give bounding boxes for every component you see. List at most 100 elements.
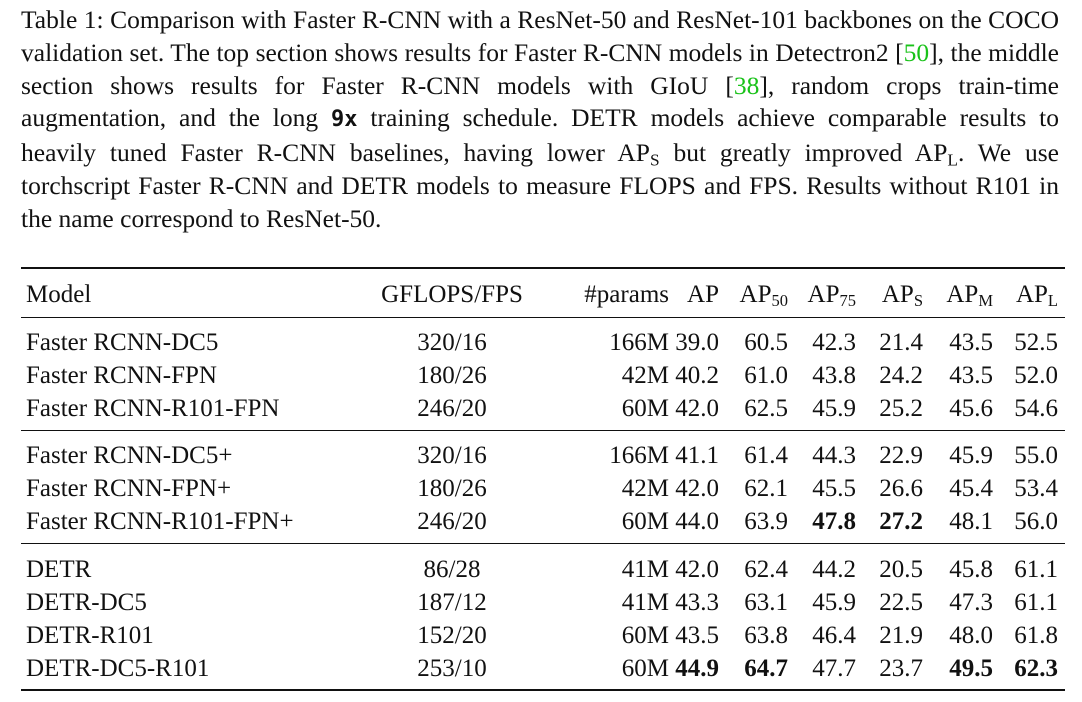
table-header-row: Model GFLOPS/FPS #params AP AP50 AP75 AP… bbox=[21, 279, 1065, 311]
cell-ap50: 64.7 bbox=[744, 655, 788, 682]
cell-aps: 22.9 bbox=[879, 442, 923, 469]
cell-apm: 45.4 bbox=[949, 475, 993, 502]
cell-gf: 246/20 bbox=[417, 395, 487, 422]
header-gflops-fps: GFLOPS/FPS bbox=[381, 281, 523, 308]
cell-apl: 56.0 bbox=[1014, 508, 1058, 535]
cell-params: 41M bbox=[621, 589, 669, 616]
cell-gf: 86/28 bbox=[423, 556, 481, 583]
caption-text-3: ], random crops train-time augmentation,… bbox=[21, 70, 1059, 133]
cell-ap75: 45.5 bbox=[812, 475, 856, 502]
cell-gf: 253/10 bbox=[417, 655, 487, 682]
cell-ap50: 60.5 bbox=[744, 329, 788, 356]
cell-ap50: 62.5 bbox=[744, 395, 788, 422]
cell-gf: 246/20 bbox=[417, 508, 487, 535]
table-row: Faster RCNN-DC5+ 320/16 166M 41.1 61.4 44.3 22… bbox=[21, 440, 1065, 472]
subscript-l: L bbox=[947, 150, 958, 170]
cell-gf: 180/26 bbox=[417, 362, 487, 389]
cell-ap: 42.0 bbox=[675, 475, 719, 502]
table-row: Faster RCNN-FPN 180/26 42M 40.2 61.0 43.8 24.2… bbox=[21, 360, 1065, 392]
cell-ap75: 44.3 bbox=[812, 442, 856, 469]
cell-aps: 21.4 bbox=[879, 329, 923, 356]
cell-ap75: 47.8 bbox=[812, 508, 856, 535]
cell-ap: 39.0 bbox=[675, 329, 719, 356]
caption-text-5: but greatly improved AP bbox=[659, 138, 948, 168]
subscript-s: S bbox=[649, 150, 660, 170]
cell-apm: 43.5 bbox=[949, 329, 993, 356]
table-row: DETR-R101 152/20 60M 43.5 63.8 46.4 21.9 48.0 61… bbox=[21, 620, 1065, 652]
cell-model: Faster RCNN-FPN+ bbox=[26, 475, 232, 502]
cell-ap75: 47.7 bbox=[812, 655, 856, 682]
caption-text-2: ], the middle section shows results for … bbox=[21, 37, 1060, 100]
cell-ap50: 62.4 bbox=[744, 556, 788, 583]
cell-gf: 180/26 bbox=[417, 475, 487, 502]
table-row: Faster RCNN-R101-FPN+ 246/20 60M 44.0 63.9 47… bbox=[21, 506, 1065, 538]
cell-apm: 43.5 bbox=[949, 362, 993, 389]
cell-model: DETR-R101 bbox=[26, 622, 154, 649]
cell-ap: 42.0 bbox=[675, 556, 719, 583]
cell-apl: 61.1 bbox=[1014, 589, 1058, 616]
cell-model: Faster RCNN-DC5+ bbox=[26, 442, 233, 469]
cell-model: Faster RCNN-R101-FPN+ bbox=[26, 508, 294, 535]
header-ap50: AP50 bbox=[739, 281, 788, 311]
citation-link-50[interactable]: 50 bbox=[903, 37, 930, 67]
cell-ap50: 61.0 bbox=[744, 362, 788, 389]
cell-params: 42M bbox=[621, 475, 669, 502]
cell-apl: 52.5 bbox=[1014, 329, 1058, 356]
cell-params: 166M bbox=[609, 442, 669, 469]
cell-params: 166M bbox=[609, 329, 669, 356]
cell-model: Faster RCNN-DC5 bbox=[26, 329, 219, 356]
header-rule bbox=[21, 317, 1065, 318]
cell-params: 60M bbox=[621, 395, 669, 422]
cell-ap50: 63.1 bbox=[744, 589, 788, 616]
cell-apm: 45.9 bbox=[949, 442, 993, 469]
cell-model: Faster RCNN-R101-FPN bbox=[26, 395, 280, 422]
cell-aps: 20.5 bbox=[879, 556, 923, 583]
cell-ap75: 45.9 bbox=[812, 589, 856, 616]
cell-ap50: 62.1 bbox=[744, 475, 788, 502]
cell-apl: 54.6 bbox=[1014, 395, 1058, 422]
cell-apm: 49.5 bbox=[949, 655, 993, 682]
citation-link-38[interactable]: 38 bbox=[733, 70, 760, 100]
cell-aps: 25.2 bbox=[879, 395, 923, 422]
cell-apl: 52.0 bbox=[1014, 362, 1058, 389]
cell-apm: 48.1 bbox=[949, 508, 993, 535]
caption-text-6: . We use torchscript Faster R-CNN and DE… bbox=[21, 138, 1059, 233]
table-top-rule bbox=[21, 267, 1065, 269]
cell-ap: 44.9 bbox=[675, 655, 719, 682]
table-row: Faster RCNN-R101-FPN 246/20 60M 42.0 62.5 45.… bbox=[21, 393, 1065, 425]
cell-apm: 48.0 bbox=[949, 622, 993, 649]
cell-aps: 23.7 bbox=[879, 655, 923, 682]
cell-aps: 27.2 bbox=[879, 508, 923, 535]
cell-apl: 53.4 bbox=[1014, 475, 1058, 502]
cell-ap: 44.0 bbox=[675, 508, 719, 535]
cell-ap: 43.3 bbox=[675, 589, 719, 616]
table-caption: Table 1: Comparison with Faster R-CNN wi… bbox=[21, 4, 1059, 236]
cell-ap50: 61.4 bbox=[744, 442, 788, 469]
cell-ap50: 63.8 bbox=[744, 622, 788, 649]
section-rule-1 bbox=[21, 430, 1065, 431]
cell-ap: 43.5 bbox=[675, 622, 719, 649]
schedule-code: 9x bbox=[331, 107, 358, 133]
cell-apl: 62.3 bbox=[1014, 655, 1058, 682]
cell-ap75: 45.9 bbox=[812, 395, 856, 422]
cell-aps: 22.5 bbox=[879, 589, 923, 616]
cell-model: DETR-DC5 bbox=[26, 589, 147, 616]
header-aps: APS bbox=[881, 281, 923, 311]
cell-aps: 26.6 bbox=[879, 475, 923, 502]
table-row: DETR-DC5-R101 253/10 60M 44.9 64.7 47.7 23.7 49… bbox=[21, 653, 1065, 685]
section-rule-2 bbox=[21, 543, 1065, 544]
table-row: Faster RCNN-FPN+ 180/26 42M 42.0 62.1 45.5 26.… bbox=[21, 473, 1065, 505]
cell-params: 60M bbox=[621, 655, 669, 682]
cell-gf: 187/12 bbox=[417, 589, 487, 616]
header-ap75: AP75 bbox=[807, 281, 856, 311]
cell-ap50: 63.9 bbox=[744, 508, 788, 535]
header-ap: AP bbox=[687, 281, 719, 308]
cell-model: DETR bbox=[26, 556, 92, 583]
cell-params: 42M bbox=[621, 362, 669, 389]
cell-ap: 41.1 bbox=[675, 442, 719, 469]
cell-ap75: 44.2 bbox=[812, 556, 856, 583]
cell-model: Faster RCNN-FPN bbox=[26, 362, 217, 389]
cell-apm: 47.3 bbox=[949, 589, 993, 616]
cell-aps: 21.9 bbox=[879, 622, 923, 649]
cell-gf: 152/20 bbox=[417, 622, 487, 649]
